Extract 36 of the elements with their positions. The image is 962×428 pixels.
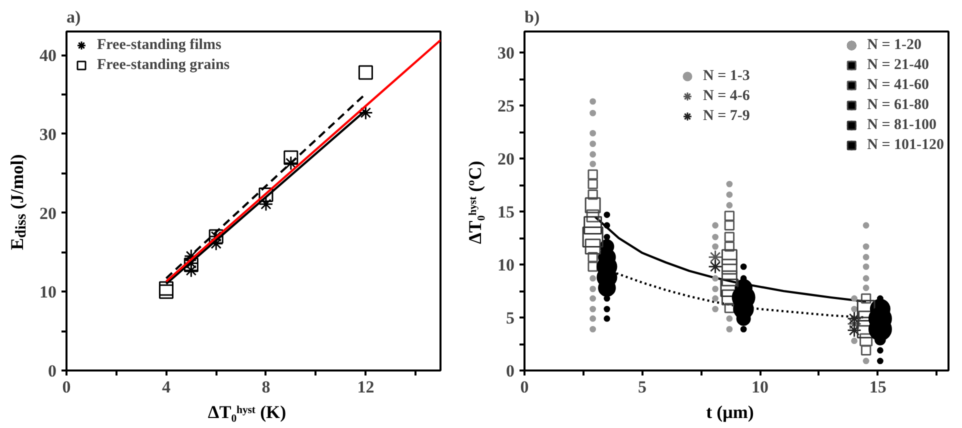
x-tick-label: 10 bbox=[752, 378, 769, 396]
x-tick-label: 4 bbox=[162, 378, 171, 396]
x-tick-label: 12 bbox=[357, 378, 374, 396]
y-axis-title: ΔT₀ʰʸˢᵗ (ºC) bbox=[464, 160, 486, 244]
legend-label: Free-standing films bbox=[97, 36, 222, 54]
y-tick-label: 0 bbox=[506, 362, 514, 380]
legend-label: N = 41-60 bbox=[867, 76, 929, 94]
legend-label: N = 4-6 bbox=[703, 88, 750, 104]
legend-label: N = 21-40 bbox=[867, 56, 929, 74]
x-tick-label: 8 bbox=[262, 378, 270, 396]
legend-label: Free-standing grains bbox=[97, 56, 230, 74]
legend-label: N = 1-20 bbox=[867, 36, 922, 54]
chart-title: a) bbox=[66, 8, 81, 26]
y-tick-label: 10 bbox=[40, 282, 56, 302]
legend-label: N = 7-9 bbox=[703, 108, 750, 124]
x-tick-label: 15 bbox=[869, 378, 886, 396]
x-tick-label: 0 bbox=[62, 378, 71, 396]
y-tick-label: 0 bbox=[48, 362, 56, 380]
x-axis-title: t (μm) bbox=[706, 401, 754, 424]
y-tick-label: 10 bbox=[498, 256, 514, 275]
y-tick-label: 30 bbox=[40, 124, 56, 144]
x-tick-label: 5 bbox=[638, 378, 647, 396]
y-tick-label: 20 bbox=[498, 150, 514, 169]
y-tick-label: 25 bbox=[498, 96, 514, 116]
chart-title: b) bbox=[524, 8, 540, 26]
y-tick-label: 15 bbox=[498, 202, 514, 222]
legend-label: N = 1-3 bbox=[703, 68, 750, 84]
x-axis-title: ΔT₀ʰʸˢᵗ (K) bbox=[208, 401, 286, 424]
legend-label: N = 81-100 bbox=[867, 116, 936, 134]
legend-label: N = 61-80 bbox=[867, 96, 929, 114]
y-tick-label: 20 bbox=[40, 204, 56, 223]
y-tick-label: 30 bbox=[498, 44, 514, 63]
x-tick-label: 0 bbox=[520, 378, 529, 396]
legend-label: N = 101-120 bbox=[867, 136, 944, 154]
y-tick-label: 40 bbox=[40, 46, 56, 66]
y-tick-label: 5 bbox=[506, 308, 514, 328]
